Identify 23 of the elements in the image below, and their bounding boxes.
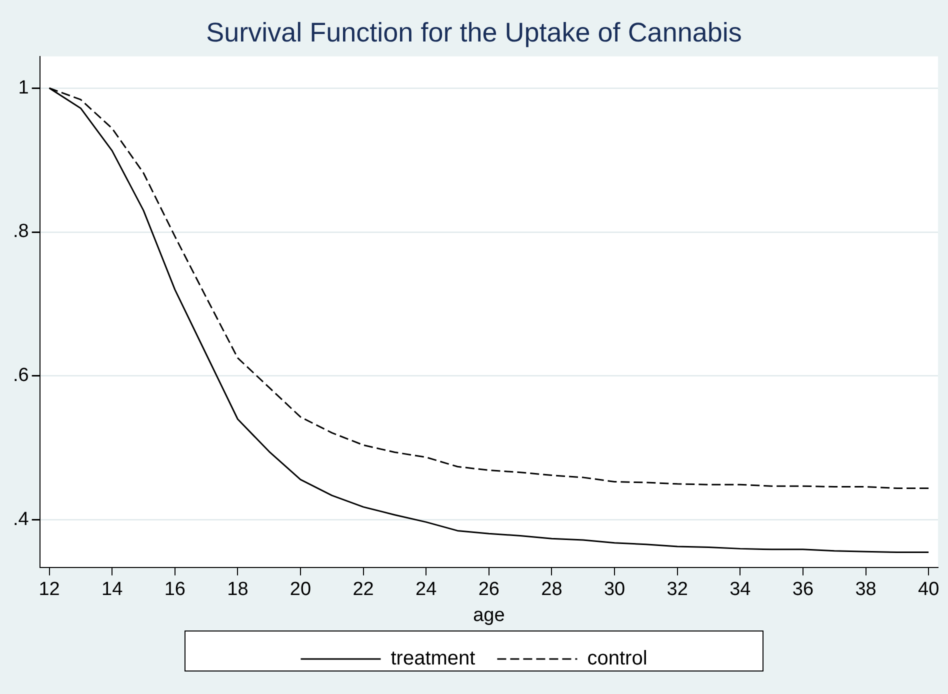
legend-label: control	[587, 648, 648, 670]
x-tick-label: 32	[666, 579, 688, 600]
x-tick-label: 26	[478, 579, 500, 600]
x-tick-label: 20	[290, 579, 312, 600]
x-axis-title: age	[473, 604, 505, 626]
x-tick-label: 18	[227, 579, 248, 600]
x-tick-label: 30	[604, 579, 626, 600]
chart-title: Survival Function for the Uptake of Cannabis	[206, 18, 742, 48]
x-tick-label: 24	[416, 579, 438, 600]
x-tick-label: 12	[38, 579, 60, 600]
x-tick-label: 40	[918, 579, 940, 600]
x-tick-label: 34	[730, 579, 752, 600]
x-tick-label: 38	[855, 579, 876, 600]
x-tick-label: 14	[102, 579, 124, 600]
legend-label: treatment	[390, 648, 476, 670]
x-tick-label: 16	[164, 579, 186, 600]
x-tick-label: 28	[541, 579, 562, 600]
y-tick-label: .8	[12, 221, 29, 242]
y-tick-label: .6	[12, 365, 29, 386]
x-tick-label: 36	[792, 579, 814, 600]
y-tick-label: .4	[12, 509, 30, 530]
x-tick-label: 22	[352, 579, 374, 600]
y-tick-label: 1	[18, 77, 29, 98]
